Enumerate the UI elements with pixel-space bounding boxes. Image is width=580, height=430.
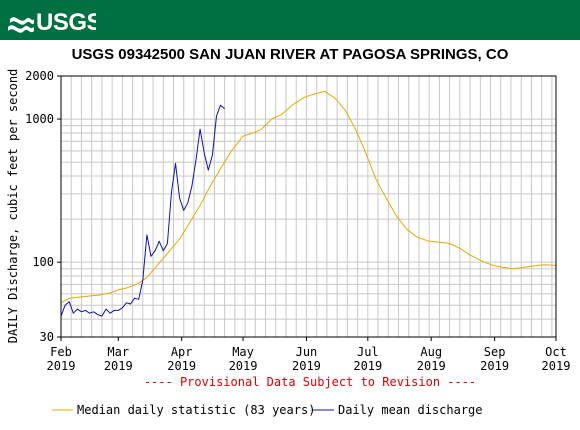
y-axis-label: DAILY Discharge, cubic feet per second	[6, 69, 20, 344]
x-tick-year-label: 2019	[47, 359, 76, 373]
y-tick-label: 1000	[25, 112, 54, 126]
x-tick-label: Feb	[50, 345, 72, 359]
x-axis: Feb2019Mar2019Apr2019May2019Jun2019Jul20…	[47, 337, 571, 373]
grid	[61, 76, 556, 337]
x-tick-year-label: 2019	[417, 359, 446, 373]
y-tick-label: 2000	[25, 69, 54, 83]
legend-label-daily-mean: Daily mean discharge	[338, 403, 483, 417]
y-tick-label: 30	[40, 330, 54, 344]
x-tick-label: Jun	[296, 345, 318, 359]
usgs-logo: USGS	[8, 9, 96, 36]
usgs-banner: USGS	[0, 0, 580, 40]
y-axis: 30 100 1000 2000	[25, 69, 61, 344]
chart-title: USGS 09342500 SAN JUAN RIVER AT PAGOSA S…	[72, 46, 509, 63]
y-tick-label: 100	[32, 255, 54, 269]
x-tick-label: Apr	[171, 345, 193, 359]
x-tick-year-label: 2019	[353, 359, 382, 373]
x-tick-year-label: 2019	[104, 359, 133, 373]
plot-frame	[60, 75, 557, 338]
x-tick-label: Sep	[484, 345, 506, 359]
daily-mean-series-line	[60, 104, 225, 317]
x-tick-label: Mar	[107, 345, 129, 359]
median-series-line	[60, 90, 557, 304]
x-tick-year-label: 2019	[229, 359, 258, 373]
x-tick-label: Aug	[420, 345, 442, 359]
x-tick-label: Oct	[545, 345, 567, 359]
provisional-note: ---- Provisional Data Subject to Revisio…	[144, 375, 476, 389]
x-tick-year-label: 2019	[542, 359, 571, 373]
series-layer	[60, 90, 557, 317]
x-tick-year-label: 2019	[292, 359, 321, 373]
x-tick-label: May	[232, 345, 254, 359]
x-tick-year-label: 2019	[480, 359, 509, 373]
usgs-logo-text: USGS	[36, 9, 96, 36]
legend: Median daily statistic (83 years) Daily …	[52, 403, 483, 417]
x-tick-year-label: 2019	[167, 359, 196, 373]
x-tick-label: Jul	[357, 345, 379, 359]
legend-label-median: Median daily statistic (83 years)	[77, 403, 315, 417]
